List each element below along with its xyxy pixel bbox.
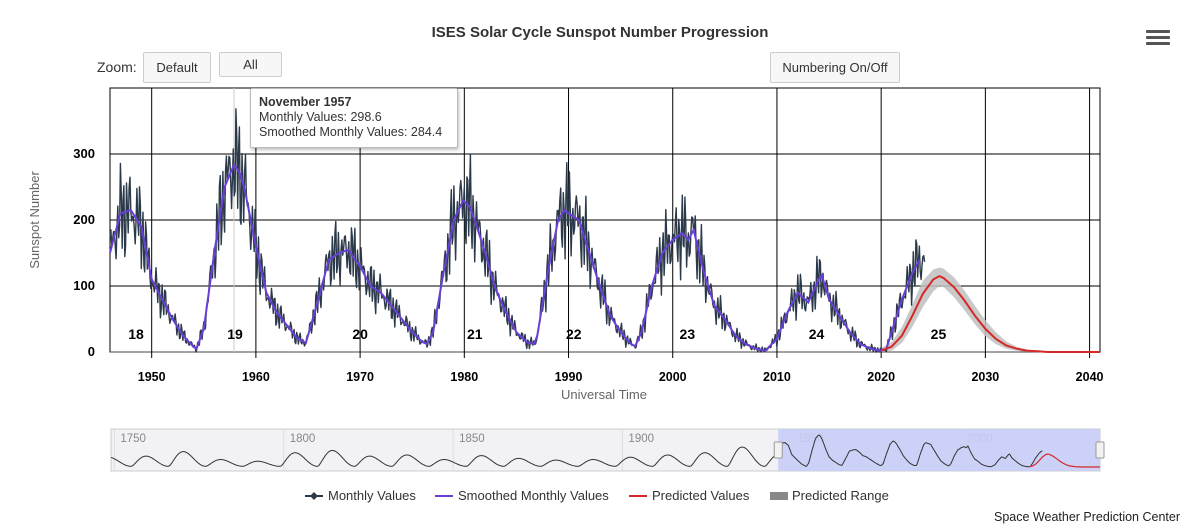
navigator-tick-label: 1900 (628, 433, 654, 445)
predicted-range-band (881, 267, 1048, 352)
x-tick-label: 1970 (346, 370, 374, 384)
tooltip-monthly: Monthly Values: 298.6 (259, 110, 382, 124)
cycle-label: 22 (566, 326, 582, 342)
monthly-values-line (109, 108, 926, 353)
x-tick-label: 1960 (242, 370, 270, 384)
x-tick-label: 2000 (659, 370, 687, 384)
zoom-all-button[interactable]: All (219, 52, 282, 77)
legend-monthly[interactable]: Monthly Values (328, 488, 416, 503)
cycle-label: 24 (809, 326, 825, 342)
legend-predicted[interactable]: Predicted Values (652, 488, 750, 503)
legend-monthly-marker (310, 492, 318, 500)
navigator-left-handle[interactable] (773, 441, 783, 459)
smoothed-values-line (109, 162, 921, 352)
legend-range-symbol (770, 492, 788, 500)
cycle-label: 23 (680, 326, 696, 342)
navigator-tick-label: 1750 (120, 433, 146, 445)
zoom-label: Zoom: (97, 59, 137, 75)
x-tick-label: 2030 (971, 370, 999, 384)
cycle-label: 18 (128, 326, 144, 342)
x-tick-label: 2010 (763, 370, 791, 384)
menu-icon[interactable] (1146, 30, 1170, 50)
zoom-default-button[interactable]: Default (143, 52, 211, 83)
tooltip-date: November 1957 (259, 95, 352, 109)
navigator-tick-label: 1800 (290, 433, 316, 445)
legend-range[interactable]: Predicted Range (792, 488, 889, 503)
y-tick-label: 200 (73, 212, 95, 227)
navigator-series-line (110, 434, 1043, 468)
navigator-selection (778, 429, 1100, 471)
navigator-predicted-line (1028, 453, 1100, 468)
y-tick-label: 300 (73, 146, 95, 161)
navigator-right-handle[interactable] (1095, 441, 1105, 459)
cycle-label: 25 (931, 326, 947, 342)
cycle-label: 20 (352, 326, 368, 342)
numbering-toggle-button[interactable]: Numbering On/Off (770, 52, 900, 83)
x-axis-title: Universal Time (561, 387, 647, 402)
x-tick-label: 1990 (555, 370, 583, 384)
predicted-values-line (880, 274, 1100, 353)
tooltip-smoothed: Smoothed Monthly Values: 284.4 (259, 125, 443, 139)
x-tick-label: 1980 (450, 370, 478, 384)
chart-title: ISES Solar Cycle Sunspot Number Progress… (431, 24, 769, 41)
source-credit: Space Weather Prediction Center (994, 510, 1180, 524)
y-axis-title: Sunspot Number (27, 171, 42, 269)
legend-smoothed[interactable]: Smoothed Monthly Values (458, 488, 609, 503)
x-tick-label: 1950 (138, 370, 166, 384)
cycle-label: 21 (467, 326, 483, 342)
cycle-label: 19 (227, 326, 243, 342)
navigator-tick-label: 1850 (459, 433, 485, 445)
y-tick-label: 100 (73, 278, 95, 293)
x-tick-label: 2040 (1076, 370, 1104, 384)
y-tick-label: 0 (88, 344, 95, 359)
x-tick-label: 2020 (867, 370, 895, 384)
data-tooltip: November 1957 Monthly Values: 298.6 Smoo… (250, 88, 458, 148)
